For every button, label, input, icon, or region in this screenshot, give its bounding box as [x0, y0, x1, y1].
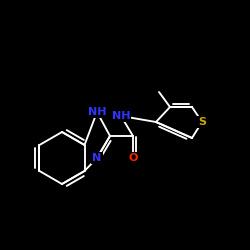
Text: N: N — [92, 153, 102, 163]
Text: NH: NH — [88, 107, 106, 117]
Text: S: S — [198, 117, 206, 127]
Text: O: O — [128, 153, 138, 163]
Text: NH: NH — [112, 111, 130, 121]
